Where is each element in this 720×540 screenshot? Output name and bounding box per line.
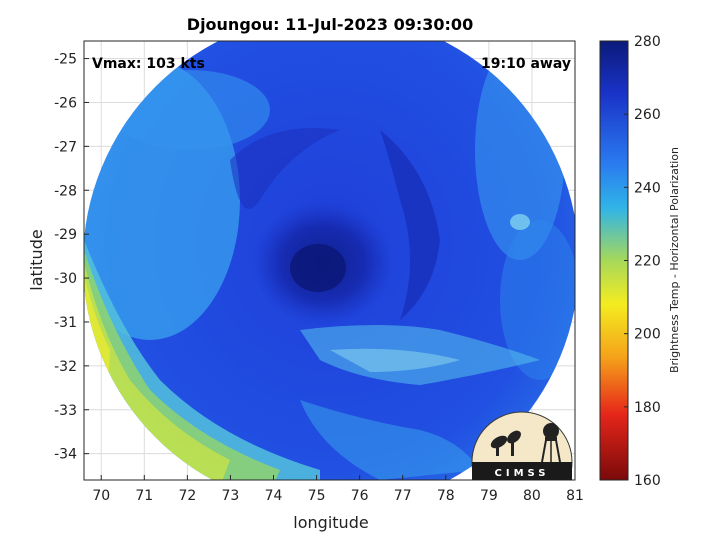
colorbar-tick-label: 180 xyxy=(634,400,661,416)
x-axis-label: longitude xyxy=(293,513,368,532)
y-tick-label: -34 xyxy=(54,447,77,463)
vmax-annotation: Vmax: 103 kts xyxy=(92,56,205,72)
y-axis-ticks: -25 -26 -27 -28 -29 -30 -31 -32 -33 -34 xyxy=(54,52,89,463)
colorbar-tick-label: 240 xyxy=(634,180,661,196)
x-tick-label: 70 xyxy=(92,488,110,504)
colorbar-tick-label: 220 xyxy=(634,254,661,270)
x-tick-label: 79 xyxy=(480,488,498,504)
x-tick-label: 80 xyxy=(523,488,541,504)
brightness-swath xyxy=(84,41,575,480)
colorbar-tick-label: 200 xyxy=(634,327,661,343)
y-tick-label: -33 xyxy=(54,403,77,419)
y-tick-label: -30 xyxy=(54,271,77,287)
x-tick-label: 71 xyxy=(135,488,153,504)
colorbar-tick-label: 280 xyxy=(634,34,661,50)
colorbar-tick-label: 260 xyxy=(634,107,661,123)
chart-title: Djoungou: 11-Jul-2023 09:30:00 xyxy=(187,15,473,34)
plot-frame xyxy=(83,40,576,481)
y-tick-label: -25 xyxy=(54,52,77,68)
colorbar xyxy=(599,40,629,481)
cimss-logo: CIMSS xyxy=(471,411,573,480)
y-tick-label: -31 xyxy=(54,315,77,331)
x-tick-label: 81 xyxy=(566,488,584,504)
y-tick-label: -26 xyxy=(54,95,77,111)
y-tick-label: -27 xyxy=(54,139,77,155)
colorbar-ticks: 280 260 240 220 200 180 160 xyxy=(624,34,661,489)
away-annotation: 19:10 away xyxy=(481,56,571,72)
x-tick-label: 78 xyxy=(437,488,455,504)
y-tick-label: -32 xyxy=(54,359,77,375)
x-tick-label: 77 xyxy=(394,488,412,504)
y-tick-label: -29 xyxy=(54,227,77,243)
colorbar-label: Brightness Temp - Horizontal Polarizatio… xyxy=(668,147,681,373)
x-tick-label: 72 xyxy=(178,488,196,504)
y-axis-label: latitude xyxy=(27,229,46,290)
x-tick-label: 76 xyxy=(351,488,369,504)
x-tick-label: 73 xyxy=(222,488,240,504)
y-tick-label: -28 xyxy=(54,183,77,199)
x-tick-label: 74 xyxy=(265,488,283,504)
x-tick-label: 75 xyxy=(308,488,326,504)
logo-text: CIMSS xyxy=(495,468,550,479)
colorbar-tick-label: 160 xyxy=(634,473,661,489)
